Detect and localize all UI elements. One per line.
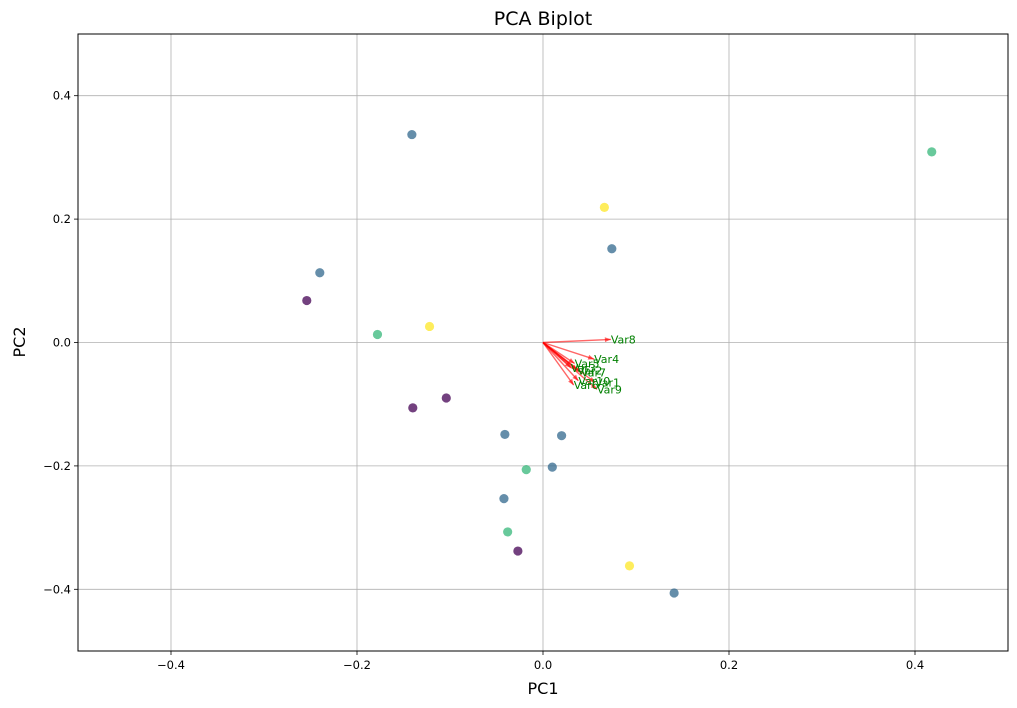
y-axis-label: PC2 [10,327,29,358]
loading-arrowhead [568,358,575,364]
score-point [408,403,418,413]
score-point [441,393,451,403]
score-point [407,129,417,140]
x-tick-label: 0.2 [720,658,738,672]
score-point [927,147,937,157]
score-point [503,527,513,537]
loading-arrow [542,338,611,344]
loading-label: Var9 [597,383,622,396]
loading-arrow [542,342,579,382]
score-point [607,244,617,254]
loading-label: Var8 [611,333,636,346]
loading-arrowhead [572,374,579,381]
y-tick-label: 0.4 [53,89,71,103]
x-tick-label: 0.4 [906,658,924,672]
loading-label: Var1 [595,377,620,390]
y-tick-label: −0.4 [43,582,71,596]
loading-label: Var5 [575,357,600,370]
x-tick-label: 0.0 [534,658,552,672]
x-tick-label: −0.4 [157,658,185,672]
loading-arrowhead [587,354,595,360]
loading-arrowhead [604,337,611,343]
grid-lines [78,34,1008,651]
score-point [547,462,557,472]
loading-arrows [542,337,611,390]
loading-arrowhead [590,383,597,390]
loading-label: Var2 [577,364,602,377]
score-point [499,494,509,504]
loading-labels: Var8 Var4Var5Var3Var2Var7Var10Var1Var6Var… [571,333,636,396]
loading-arrow [542,341,598,390]
loading-arrow [542,342,575,386]
score-point [557,431,567,441]
score-point [424,321,435,332]
x-tick-label: −0.2 [343,658,371,672]
loading-label: Var3 [571,362,596,375]
score-point [669,588,679,598]
score-points [302,129,937,598]
loading-arrowhead [588,376,596,383]
score-point [513,546,523,556]
score-point [500,429,510,440]
y-tick-label: −0.2 [43,459,71,473]
loading-label: Var6 [574,379,599,392]
chart-title: PCA Biplot [494,8,593,30]
y-tick-label: 0.2 [53,212,71,226]
score-point [599,202,609,212]
loading-label: Var7 [581,367,606,380]
score-point [624,561,635,571]
loading-label: Var4 [594,353,619,366]
score-point [302,295,312,306]
loading-label: Var10 [578,375,610,388]
x-axis-label: PC1 [528,679,559,698]
score-point [315,268,325,278]
y-tick-label: 0.0 [53,336,71,350]
score-point [372,329,383,340]
loading-arrowhead [568,378,574,386]
loading-arrow [542,341,595,360]
score-point [521,465,531,475]
axis-ticks: −0.4 −0.2 0.0 0.2 0.4 −0.4 −0.2 0.0 0.2 0.4 [43,89,924,672]
